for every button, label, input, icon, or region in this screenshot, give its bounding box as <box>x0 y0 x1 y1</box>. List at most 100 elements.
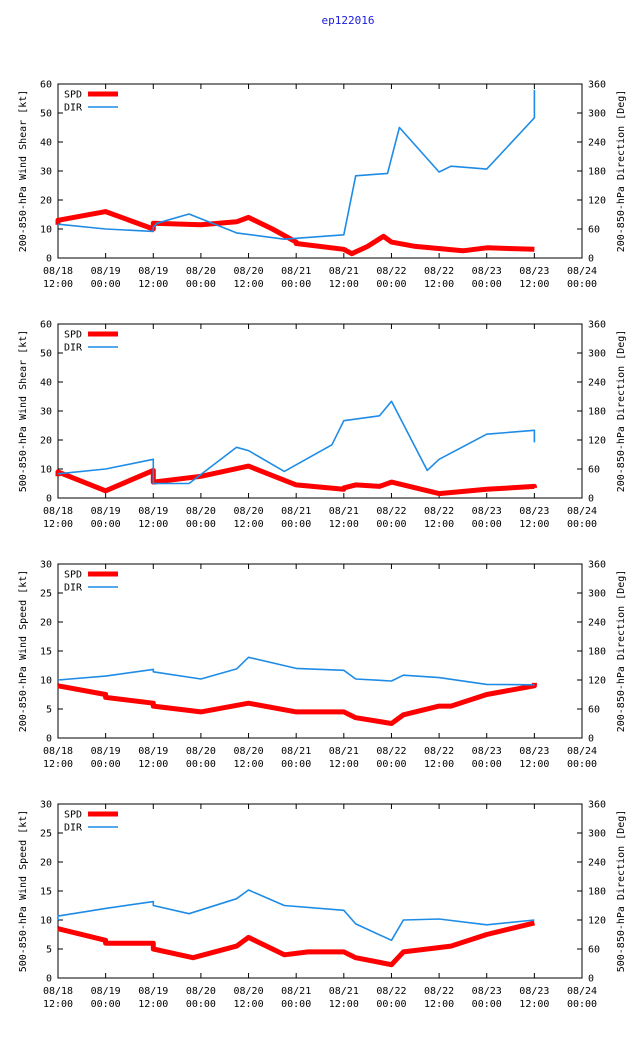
x-tick-label-date: 08/23 <box>519 746 549 757</box>
x-tick-label-date: 08/23 <box>472 506 502 517</box>
y2-tick-label: 360 <box>588 560 606 571</box>
y-tick-label: 40 <box>40 138 52 149</box>
x-tick-label-time: 00:00 <box>281 999 311 1010</box>
x-tick-label-time: 12:00 <box>233 519 263 530</box>
x-tick-label-time: 12:00 <box>233 279 263 290</box>
y-axis-label: 500-850-hPa Wind Speed [kt] <box>18 810 29 973</box>
legend-label-dir: DIR <box>64 583 83 594</box>
y2-tick-label: 0 <box>588 494 594 505</box>
x-tick-label-time: 00:00 <box>281 519 311 530</box>
x-tick-label-time: 12:00 <box>329 999 359 1010</box>
x-tick-label-date: 08/22 <box>376 986 406 997</box>
x-tick-label-date: 08/20 <box>233 506 263 517</box>
series-dir-line <box>57 656 535 686</box>
x-tick-label-date: 08/19 <box>91 746 121 757</box>
x-tick-label-date: 08/21 <box>281 506 311 517</box>
x-tick-label-time: 12:00 <box>329 759 359 770</box>
x-tick-label-time: 00:00 <box>376 759 406 770</box>
x-tick-label-time: 00:00 <box>186 279 216 290</box>
y2-tick-label: 60 <box>588 225 600 236</box>
x-tick-label-date: 08/18 <box>43 506 73 517</box>
y2-tick-label: 120 <box>588 916 606 927</box>
y2-tick-label: 360 <box>588 320 606 331</box>
x-tick-label-date: 08/20 <box>233 266 263 277</box>
legend-label-dir: DIR <box>64 823 83 834</box>
y-tick-label: 60 <box>40 320 52 331</box>
panel-4: 05101520253006012018024030036008/1812:00… <box>18 800 627 1011</box>
x-tick-label-time: 12:00 <box>329 279 359 290</box>
series-dir-line <box>57 400 536 485</box>
x-tick-label-time: 00:00 <box>91 519 121 530</box>
y-tick-label: 30 <box>40 560 52 571</box>
y-axis-label: 500-850-hPa Wind Shear [kt] <box>18 330 29 493</box>
x-tick-label-date: 08/20 <box>186 506 216 517</box>
y2-tick-label: 180 <box>588 407 606 418</box>
y2-tick-label: 240 <box>588 618 606 629</box>
y2-tick-label: 120 <box>588 676 606 687</box>
y-tick-label: 20 <box>40 858 52 869</box>
legend-label-dir: DIR <box>64 103 83 114</box>
x-tick-label-date: 08/20 <box>186 266 216 277</box>
y-tick-label: 0 <box>46 254 52 265</box>
x-tick-label-time: 00:00 <box>472 759 502 770</box>
y-tick-label: 20 <box>40 436 52 447</box>
y-tick-label: 15 <box>40 647 52 658</box>
x-tick-label-time: 00:00 <box>472 519 502 530</box>
series-dir-line <box>57 89 536 240</box>
x-tick-label-time: 12:00 <box>329 519 359 530</box>
y2-tick-label: 60 <box>588 945 600 956</box>
y2-tick-label: 360 <box>588 800 606 811</box>
y2-tick-label: 120 <box>588 196 606 207</box>
x-tick-label-date: 08/21 <box>329 746 359 757</box>
y-tick-label: 50 <box>40 109 52 120</box>
x-tick-label-time: 00:00 <box>376 519 406 530</box>
legend-label-dir: DIR <box>64 343 83 354</box>
x-tick-label-date: 08/24 <box>567 746 597 757</box>
x-tick-label-time: 12:00 <box>424 519 454 530</box>
y-tick-label: 15 <box>40 887 52 898</box>
series-spd-line <box>57 920 535 968</box>
x-tick-label-time: 00:00 <box>91 759 121 770</box>
x-tick-label-date: 08/22 <box>376 266 406 277</box>
panel-3: 05101520253006012018024030036008/1812:00… <box>18 560 627 771</box>
x-tick-label-date: 08/19 <box>138 506 168 517</box>
x-tick-label-time: 12:00 <box>519 999 549 1010</box>
series-spd-line <box>55 209 535 257</box>
x-tick-label-date: 08/21 <box>329 266 359 277</box>
y-tick-label: 10 <box>40 465 52 476</box>
x-tick-label-date: 08/18 <box>43 986 73 997</box>
y2-tick-label: 300 <box>588 109 606 120</box>
y2-tick-label: 300 <box>588 589 606 600</box>
x-tick-label-date: 08/23 <box>519 986 549 997</box>
legend-label-spd: SPD <box>64 90 82 101</box>
x-tick-label-date: 08/19 <box>138 266 168 277</box>
x-tick-label-time: 12:00 <box>138 999 168 1010</box>
series-spd-line <box>55 463 537 497</box>
x-tick-label-date: 08/22 <box>424 986 454 997</box>
y2-tick-label: 240 <box>588 378 606 389</box>
x-tick-label-time: 00:00 <box>567 519 597 530</box>
x-tick-label-time: 12:00 <box>233 759 263 770</box>
x-tick-label-date: 08/19 <box>91 266 121 277</box>
x-tick-label-date: 08/21 <box>329 986 359 997</box>
x-tick-label-time: 00:00 <box>376 279 406 290</box>
x-tick-label-time: 12:00 <box>43 519 73 530</box>
y2-tick-label: 60 <box>588 705 600 716</box>
x-tick-label-time: 12:00 <box>233 999 263 1010</box>
x-tick-label-date: 08/22 <box>376 506 406 517</box>
x-tick-label-time: 00:00 <box>472 999 502 1010</box>
x-tick-label-date: 08/19 <box>91 506 121 517</box>
y-tick-label: 40 <box>40 378 52 389</box>
y-tick-label: 60 <box>40 80 52 91</box>
legend-label-spd: SPD <box>64 570 82 581</box>
x-tick-label-time: 12:00 <box>138 759 168 770</box>
y-tick-label: 50 <box>40 349 52 360</box>
x-tick-label-date: 08/21 <box>281 266 311 277</box>
x-tick-label-date: 08/20 <box>233 746 263 757</box>
y2-tick-label: 360 <box>588 80 606 91</box>
x-tick-label-time: 00:00 <box>91 999 121 1010</box>
x-tick-label-date: 08/23 <box>472 746 502 757</box>
x-tick-label-date: 08/21 <box>281 746 311 757</box>
x-tick-label-time: 12:00 <box>138 519 168 530</box>
y2-tick-label: 0 <box>588 254 594 265</box>
